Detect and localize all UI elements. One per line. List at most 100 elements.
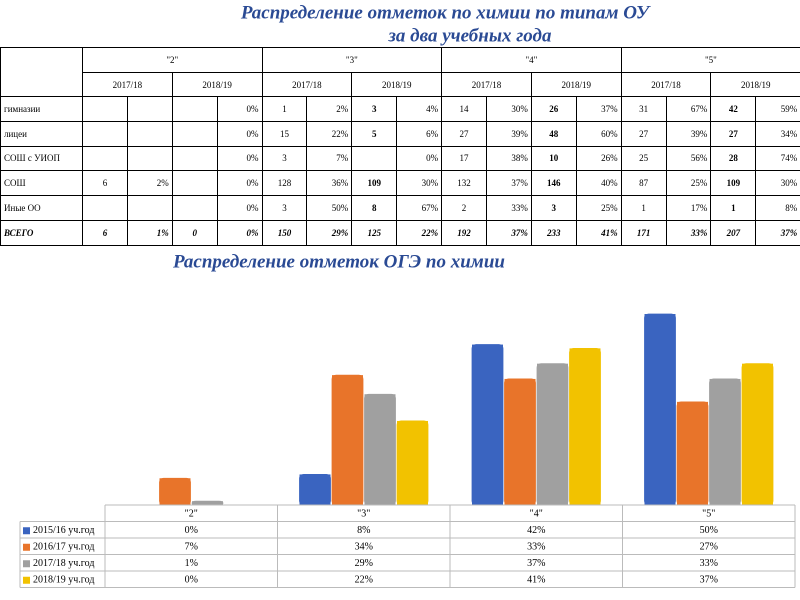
table-cell: 109 <box>351 170 398 197</box>
legend-swatch <box>23 560 30 568</box>
table-cell: 233 <box>530 219 577 246</box>
table-cell: 10 <box>530 145 577 172</box>
year-header: 2018/19 <box>351 72 443 97</box>
page-title: Распределение отметок по химии по типам … <box>240 2 651 23</box>
table-cell: 0% <box>216 96 263 122</box>
table-cell: 6 <box>82 170 128 197</box>
table-cell: 14 <box>441 96 487 122</box>
bar <box>364 393 396 506</box>
table-cell: 34% <box>755 120 800 147</box>
category-label: "5" <box>702 509 715 520</box>
table-cell: 67% <box>396 195 443 221</box>
bar <box>676 401 709 506</box>
data-label: 0% <box>185 525 198 536</box>
table-cell: 3 <box>530 195 577 221</box>
table-cell: 171 <box>620 219 667 246</box>
grades-table: "2" "3" "4" "5" 2017/18 2018/19 2017/18 2018/19… <box>0 47 800 246</box>
data-label: 33% <box>700 558 718 569</box>
table-cell: 0% <box>216 219 263 246</box>
table-cell: 38% <box>485 145 532 172</box>
table-row: ВСЕГО 6 1% 0 0% 150 29% 125 22% 192 37% 233 41% 171 33… <box>0 219 800 246</box>
table-cell: 4% <box>396 96 443 122</box>
table-cell: 1 <box>261 96 308 122</box>
table-cell: 42 <box>710 96 757 122</box>
row-label: ВСЕГО <box>0 219 83 246</box>
data-label: 37% <box>700 575 718 586</box>
category-label: "4" <box>530 509 543 520</box>
table-cell: 33% <box>485 195 532 221</box>
legend-label: 2015/16 уч.год <box>33 525 94 536</box>
table-cell: 109 <box>710 170 757 197</box>
data-label: 42% <box>527 525 545 536</box>
corner-cell <box>0 47 83 97</box>
bar <box>504 378 536 506</box>
table-cell: 3 <box>261 195 308 221</box>
table-cell: 15 <box>261 120 308 147</box>
grade-header: "2" <box>82 47 263 73</box>
legend-swatch <box>23 576 30 584</box>
data-label: 7% <box>185 542 198 553</box>
table-cell: 39% <box>485 120 532 147</box>
legend-label: 2018/19 уч.год <box>33 575 94 586</box>
bar <box>396 420 429 506</box>
table-cell: 132 <box>441 170 487 197</box>
table-cell <box>171 145 218 172</box>
year-header: 2018/19 <box>171 72 263 97</box>
legend-swatch <box>23 543 30 551</box>
table-cell: 37% <box>575 96 622 122</box>
table-cell: 0% <box>396 145 443 172</box>
data-label: 0% <box>185 575 198 586</box>
row-label: СОШ <box>0 170 83 197</box>
table-cell <box>351 145 398 172</box>
table-cell: 5 <box>351 120 398 147</box>
legend-label: 2016/17 уч.год <box>33 542 94 553</box>
table-row: Иные ОО 0% 3 50% 8 67% 2 33% 3 25% 1 17% 1 8% <box>0 195 800 221</box>
table-cell: 59% <box>755 96 800 122</box>
table-cell: 7% <box>306 145 353 172</box>
table-cell: 128 <box>261 170 308 197</box>
table-cell: 3 <box>261 145 308 172</box>
table-cell <box>126 96 173 122</box>
data-label: 22% <box>355 575 373 586</box>
data-label: 8% <box>357 525 370 536</box>
table-cell: 0% <box>216 120 263 147</box>
bar <box>536 363 569 506</box>
table-cell: 150 <box>261 219 308 246</box>
table-cell: 26% <box>575 145 622 172</box>
bar <box>159 477 191 506</box>
table-cell <box>126 120 173 147</box>
table-cell <box>82 96 128 122</box>
table-cell: 39% <box>665 120 712 147</box>
table-cell: 22% <box>396 219 443 246</box>
data-label: 34% <box>355 542 373 553</box>
table-cell: 6% <box>396 120 443 147</box>
table-cell: 87 <box>620 170 667 197</box>
table-cell: 29% <box>306 219 353 246</box>
table-cell: 1 <box>620 195 667 221</box>
table-cell: 8% <box>755 195 800 221</box>
year-header: 2018/19 <box>530 72 622 97</box>
table-cell: 6 <box>82 219 128 246</box>
table-cell: 0 <box>171 219 218 246</box>
table-cell <box>82 145 128 172</box>
legend-swatch <box>23 527 30 535</box>
table-cell: 50% <box>306 195 353 221</box>
table-cell: 28 <box>710 145 757 172</box>
row-label: гимназии <box>0 96 83 122</box>
bar <box>299 474 331 506</box>
chart-title: Распределение отметок ОГЭ по химии <box>172 251 505 272</box>
year-header: 2017/18 <box>620 72 712 97</box>
table-cell: 27 <box>620 120 667 147</box>
table-cell: 3 <box>351 96 398 122</box>
table-row: лицеи 0% 15 22% 5 6% 27 39% 48 60% 27 39% 27 34% <box>0 120 800 147</box>
table-cell: 8 <box>351 195 398 221</box>
bar <box>471 344 504 506</box>
table-cell: 40% <box>575 170 622 197</box>
bar <box>191 500 224 506</box>
table-cell: 17% <box>665 195 712 221</box>
table-cell <box>171 170 218 197</box>
table-cell: 37% <box>485 219 532 246</box>
table-cell: 33% <box>665 219 712 246</box>
